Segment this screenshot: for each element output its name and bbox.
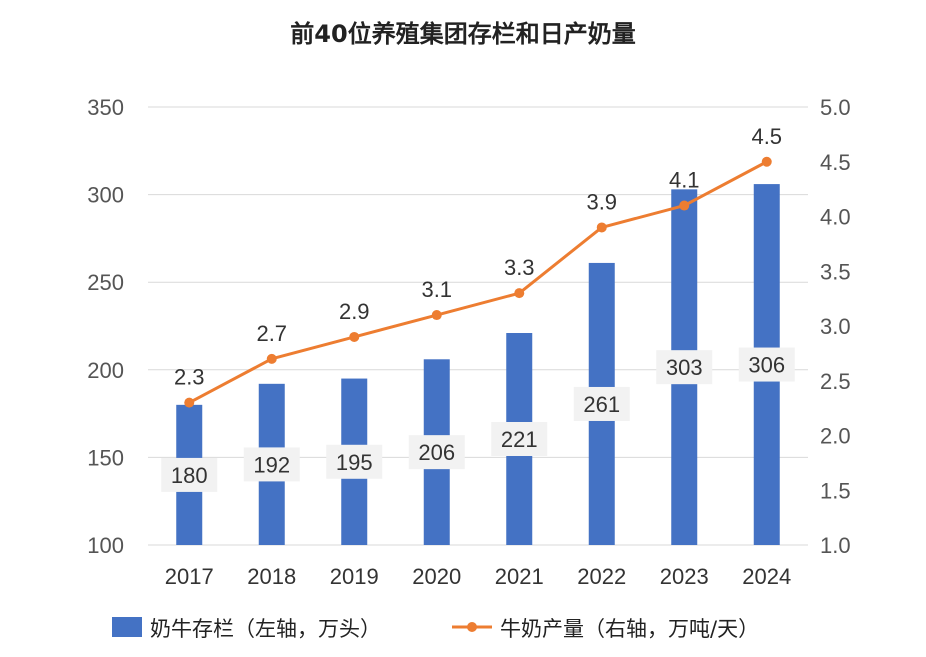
bar-label-box (491, 422, 548, 457)
bar-data-label: 206 (418, 440, 455, 465)
line-data-label: 4.1 (669, 168, 700, 193)
legend-swatch-bar (112, 617, 142, 637)
line-point (679, 200, 690, 211)
right-tick-label: 3.5 (820, 259, 851, 284)
line-point (761, 156, 772, 167)
line-point (184, 397, 195, 408)
chart-title: 前40位养殖集团存栏和日产奶量 (290, 20, 635, 48)
line-data-label: 3.3 (504, 255, 535, 280)
right-tick-label: 2.0 (820, 424, 851, 449)
x-tick-label: 2024 (742, 564, 791, 589)
line-point (596, 222, 607, 233)
line-data-label: 2.7 (256, 321, 287, 346)
left-tick-label: 250 (87, 270, 124, 295)
right-tick-label: 2.5 (820, 369, 851, 394)
right-tick-label: 1.5 (820, 478, 851, 503)
x-tick-label: 2019 (330, 564, 379, 589)
right-tick-label: 4.0 (820, 205, 851, 230)
x-axis: 2017 2018 2019 2020 2021 2022 2023 2024 (165, 564, 791, 589)
line-data-label: 4.5 (751, 124, 782, 149)
x-tick-label: 2020 (412, 564, 461, 589)
bar-data-label: 303 (666, 355, 703, 380)
left-tick-label: 100 (87, 533, 124, 558)
line-path (188, 160, 768, 404)
line-point (514, 288, 525, 299)
left-tick-label: 300 (87, 183, 124, 208)
x-tick-label: 2018 (247, 564, 296, 589)
x-tick-label: 2021 (495, 564, 544, 589)
right-tick-label: 1.0 (820, 533, 851, 558)
legend-swatch-marker (467, 622, 477, 632)
bar-label-box (243, 447, 300, 482)
line-data-label: 2.3 (174, 365, 205, 390)
line-series: 2.3 2.7 2.9 3.1 3.3 3.9 4.1 4.5 (174, 124, 782, 408)
bar-label-box (408, 435, 465, 470)
bar-data-label: 306 (748, 353, 785, 378)
right-tick-label: 4.5 (820, 150, 851, 175)
bar-data-label: 221 (501, 427, 538, 452)
bar-label-box (573, 386, 630, 421)
line-point (266, 353, 277, 364)
bar-label-box (656, 350, 713, 385)
left-tick-label: 200 (87, 358, 124, 383)
left-tick-label: 150 (87, 445, 124, 470)
bar-data-label: 195 (336, 450, 373, 475)
line-data-label: 3.1 (421, 277, 452, 302)
legend-label-bar: 奶牛存栏（左轴，万头） (150, 617, 381, 641)
legend: 奶牛存栏（左轴，万头） 牛奶产量（右轴，万吨/天） (112, 617, 759, 641)
x-tick-label: 2017 (165, 564, 214, 589)
bar-label-box (161, 457, 218, 492)
x-tick-label: 2022 (577, 564, 626, 589)
line-data-label: 3.9 (586, 189, 617, 214)
x-tick-label: 2023 (660, 564, 709, 589)
line-data-label: 2.9 (339, 299, 370, 324)
bar-data-label: 192 (253, 452, 290, 477)
line-point (431, 310, 442, 321)
left-tick-label: 350 (87, 95, 124, 120)
bar-label-box (738, 347, 795, 382)
line-point (349, 331, 360, 342)
bar-series: 180 192 195 206 221 261 303 306 (161, 184, 795, 545)
bar-label-box (326, 444, 383, 479)
legend-label-line: 牛奶产量（右轴，万吨/天） (500, 617, 759, 641)
left-axis: 100 150 200 250 300 350 (87, 95, 124, 558)
right-tick-label: 5.0 (820, 95, 851, 120)
bar-data-label: 180 (171, 463, 208, 488)
bar-data-label: 261 (583, 392, 620, 417)
right-axis: 1.0 1.5 2.0 2.5 3.0 3.5 4.0 4.5 5.0 (820, 95, 851, 558)
right-tick-label: 3.0 (820, 314, 851, 339)
